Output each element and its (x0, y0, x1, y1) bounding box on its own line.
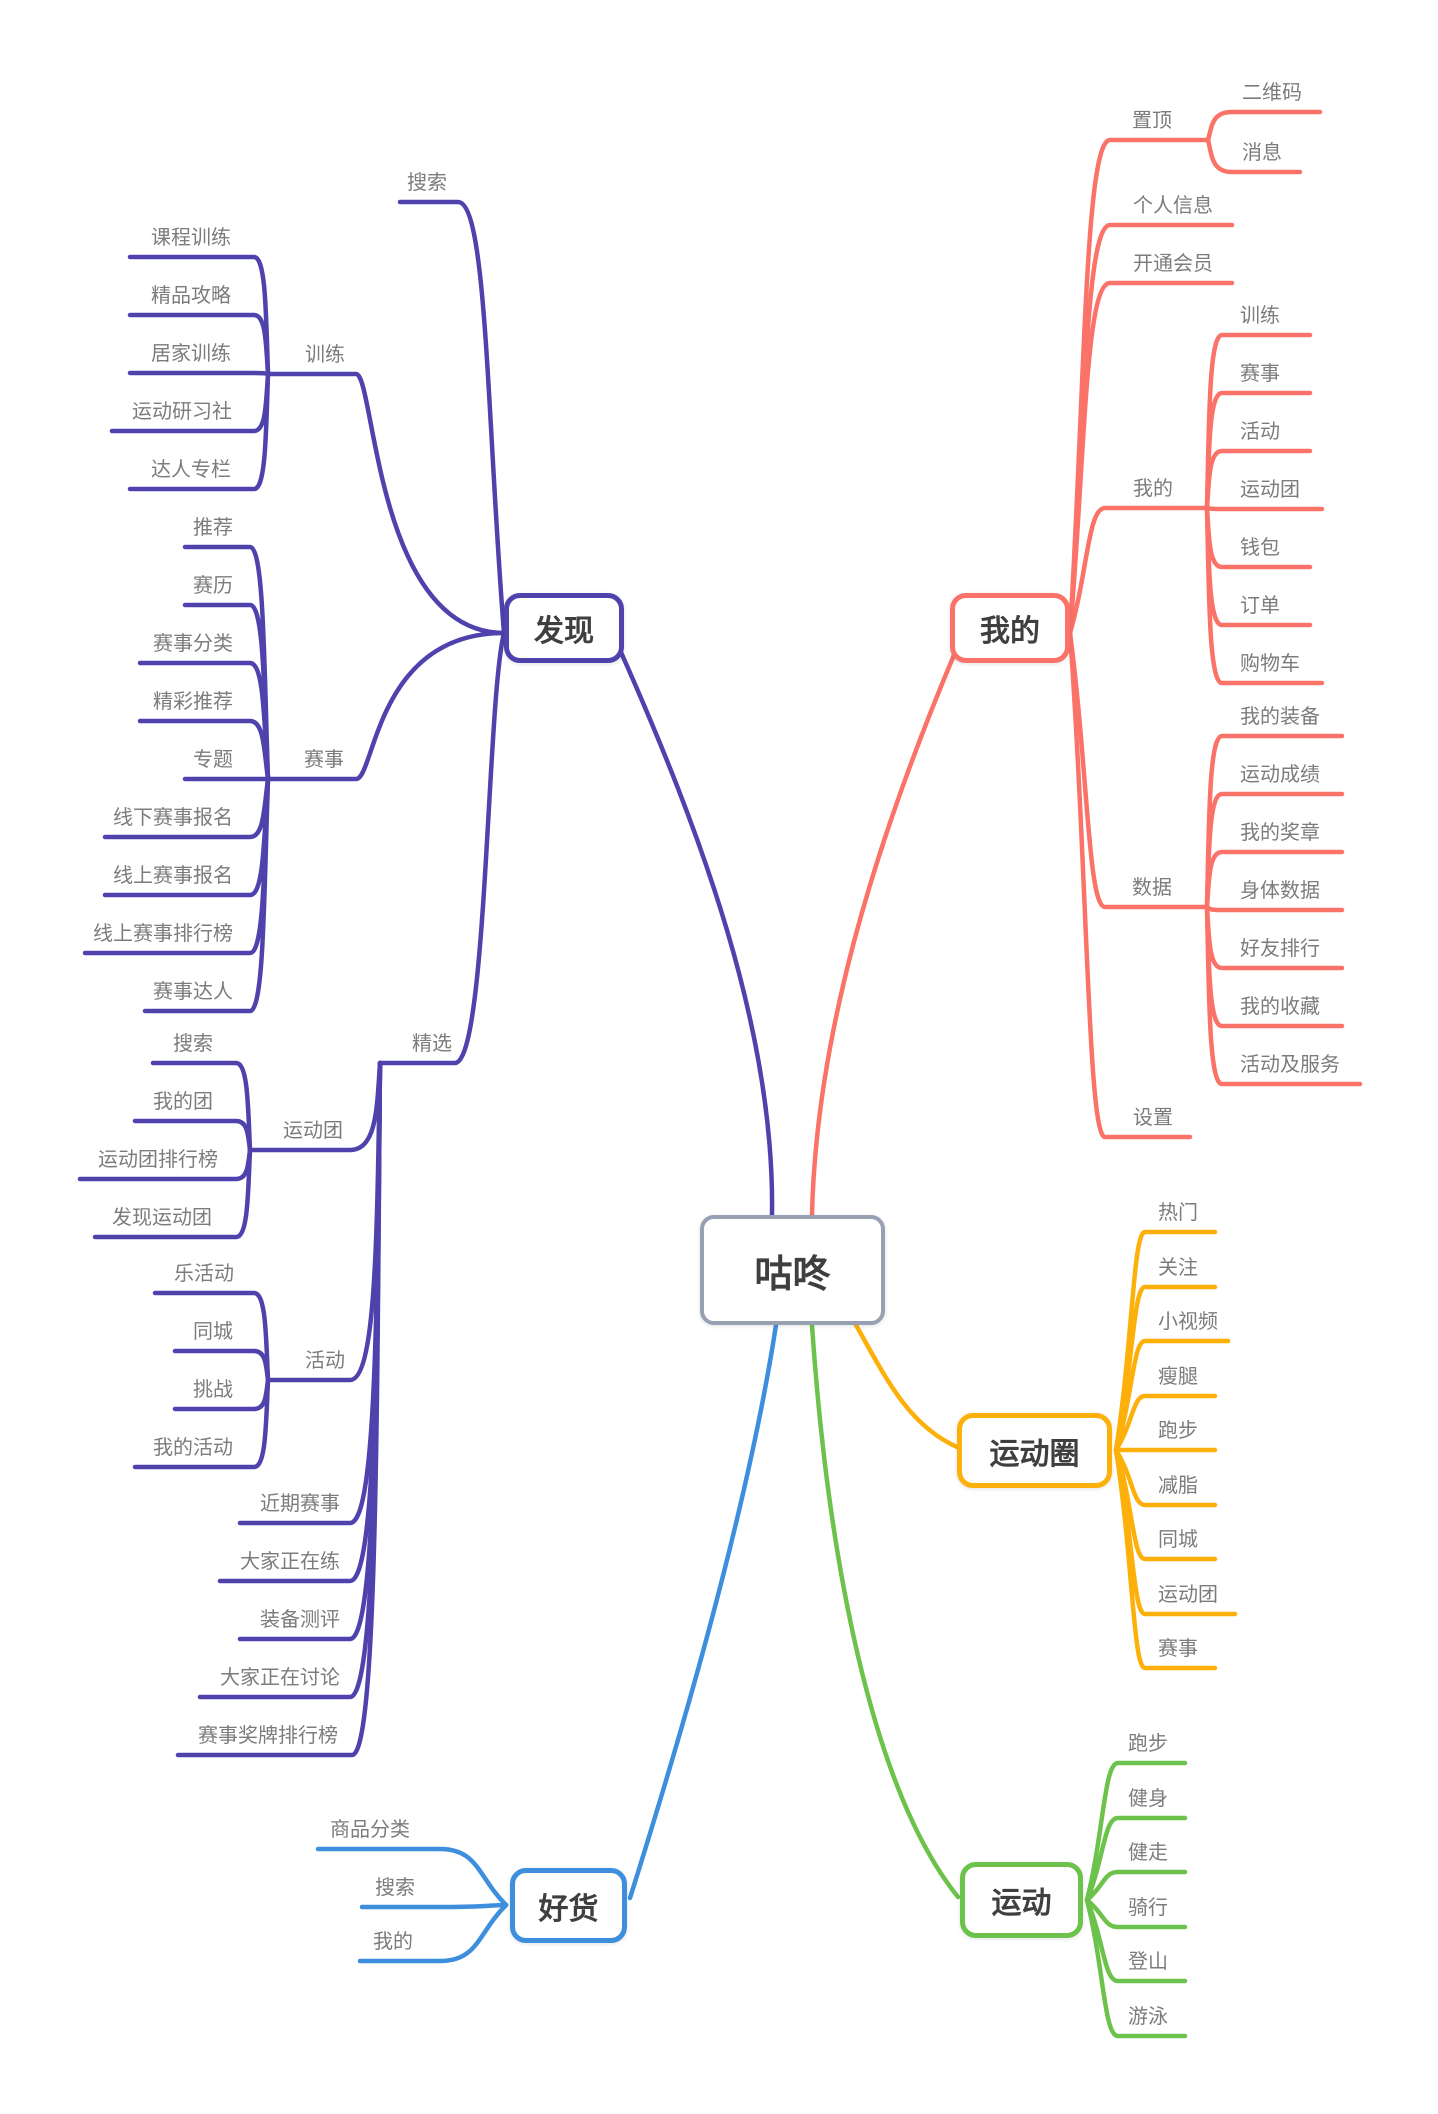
topic-group-child[interactable]: 运动团排行榜 (98, 1149, 218, 1171)
node-discover[interactable]: 发现 (504, 593, 624, 663)
topic-featured-item[interactable]: 赛事奖牌排行榜 (198, 1725, 338, 1747)
topic-sport-child[interactable]: 骑行 (1128, 1897, 1168, 1919)
topic-discover-featured[interactable]: 精选 (412, 1033, 452, 1055)
node-sport[interactable]: 运动 (960, 1862, 1083, 1938)
node-goods[interactable]: 好货 (510, 1868, 627, 1943)
topic-train-child[interactable]: 居家训练 (151, 343, 231, 365)
topic-train-child[interactable]: 达人专栏 (151, 459, 231, 481)
topic-train-child[interactable]: 精品攻略 (151, 285, 231, 307)
topic-race-child[interactable]: 赛历 (193, 575, 233, 597)
topic-my-child[interactable]: 购物车 (1240, 653, 1300, 675)
topic-mine-data[interactable]: 数据 (1132, 877, 1172, 899)
topic-pinned-child[interactable]: 二维码 (1242, 82, 1302, 104)
topic-data-child[interactable]: 我的奖章 (1240, 822, 1320, 844)
topic-mine-settings[interactable]: 设置 (1133, 1107, 1173, 1129)
topic-group-child[interactable]: 我的团 (153, 1091, 213, 1113)
topic-activity-child[interactable]: 我的活动 (153, 1437, 233, 1459)
topic-circle-child[interactable]: 运动团 (1158, 1584, 1218, 1606)
topic-circle-child[interactable]: 赛事 (1158, 1638, 1198, 1660)
topic-discover-race[interactable]: 赛事 (304, 749, 344, 771)
topic-race-child[interactable]: 推荐 (193, 517, 233, 539)
topic-activity-child[interactable]: 乐活动 (174, 1263, 234, 1285)
topic-data-child[interactable]: 身体数据 (1240, 880, 1320, 902)
node-mine[interactable]: 我的 (950, 593, 1070, 663)
topic-mine-my[interactable]: 我的 (1133, 478, 1173, 500)
topic-circle-child[interactable]: 热门 (1158, 1202, 1198, 1224)
topic-mine-profile[interactable]: 个人信息 (1133, 195, 1213, 217)
topic-pinned-child[interactable]: 消息 (1242, 142, 1282, 164)
topic-sport-child[interactable]: 健走 (1128, 1842, 1168, 1864)
topic-circle-child[interactable]: 同城 (1158, 1529, 1198, 1551)
topic-discover-train[interactable]: 训练 (305, 344, 345, 366)
topic-mine-vip[interactable]: 开通会员 (1133, 253, 1213, 275)
topic-my-child[interactable]: 活动 (1240, 421, 1280, 443)
topic-circle-child[interactable]: 减脂 (1158, 1475, 1198, 1497)
node-sport-label: 运动 (991, 1887, 1052, 1920)
topic-featured-group[interactable]: 运动团 (283, 1120, 343, 1142)
topic-circle-child[interactable]: 小视频 (1158, 1311, 1218, 1333)
topic-race-child[interactable]: 线下赛事报名 (113, 807, 233, 829)
node-codoon-label: 咕咚 (754, 1253, 831, 1296)
topic-mine-pinned[interactable]: 置顶 (1132, 110, 1172, 132)
topic-data-child[interactable]: 我的收藏 (1240, 996, 1320, 1018)
node-sport-circle[interactable]: 运动圈 (957, 1413, 1112, 1488)
topic-data-child[interactable]: 好友排行 (1240, 938, 1320, 960)
topic-goods-child[interactable]: 搜索 (375, 1877, 415, 1899)
topic-race-child[interactable]: 赛事分类 (153, 633, 233, 655)
topic-activity-child[interactable]: 挑战 (193, 1379, 233, 1401)
topic-train-child[interactable]: 课程训练 (151, 227, 231, 249)
topic-race-child[interactable]: 线上赛事报名 (113, 865, 233, 887)
topic-circle-child[interactable]: 瘦腿 (1158, 1366, 1198, 1388)
topic-activity-child[interactable]: 同城 (193, 1321, 233, 1343)
topic-my-child[interactable]: 订单 (1240, 595, 1280, 617)
topic-data-child[interactable]: 运动成绩 (1240, 764, 1320, 786)
topic-featured-item[interactable]: 近期赛事 (260, 1493, 340, 1515)
topic-featured-item[interactable]: 装备测评 (260, 1609, 340, 1631)
topic-my-child[interactable]: 训练 (1240, 305, 1280, 327)
topic-data-child[interactable]: 活动及服务 (1240, 1054, 1340, 1076)
topic-sport-child[interactable]: 健身 (1128, 1788, 1168, 1810)
topic-circle-child[interactable]: 关注 (1158, 1257, 1198, 1279)
topic-race-child[interactable]: 专题 (193, 749, 233, 771)
topic-race-child[interactable]: 赛事达人 (153, 981, 233, 1003)
topic-race-child[interactable]: 精彩推荐 (153, 691, 233, 713)
topic-goods-child[interactable]: 商品分类 (330, 1819, 410, 1841)
topic-data-child[interactable]: 我的装备 (1240, 706, 1320, 728)
topic-race-child[interactable]: 线上赛事排行榜 (93, 923, 233, 945)
topic-circle-child[interactable]: 跑步 (1158, 1420, 1198, 1442)
node-discover-label: 发现 (534, 615, 594, 648)
topic-my-child[interactable]: 赛事 (1240, 363, 1280, 385)
topic-my-child[interactable]: 钱包 (1240, 537, 1280, 559)
node-codoon-root[interactable]: 咕咚 (700, 1215, 885, 1325)
topic-sport-child[interactable]: 游泳 (1128, 2006, 1168, 2028)
node-mine-label: 我的 (980, 615, 1040, 648)
topic-featured-item[interactable]: 大家正在讨论 (220, 1667, 340, 1689)
topic-featured-item[interactable]: 大家正在练 (240, 1551, 340, 1573)
topic-my-child[interactable]: 运动团 (1240, 479, 1300, 501)
node-sport-circle-label: 运动圈 (989, 1437, 1080, 1471)
topic-group-child[interactable]: 发现运动团 (112, 1207, 212, 1229)
topic-train-child[interactable]: 运动研习社 (132, 401, 232, 423)
topic-sport-child[interactable]: 登山 (1128, 1951, 1168, 1973)
topic-featured-activity[interactable]: 活动 (305, 1350, 345, 1372)
topic-discover-search[interactable]: 搜索 (407, 172, 447, 194)
topic-sport-child[interactable]: 跑步 (1128, 1733, 1168, 1755)
node-goods-label: 好货 (538, 1892, 599, 1926)
topic-group-child[interactable]: 搜索 (173, 1033, 213, 1055)
topic-goods-child[interactable]: 我的 (373, 1931, 413, 1953)
